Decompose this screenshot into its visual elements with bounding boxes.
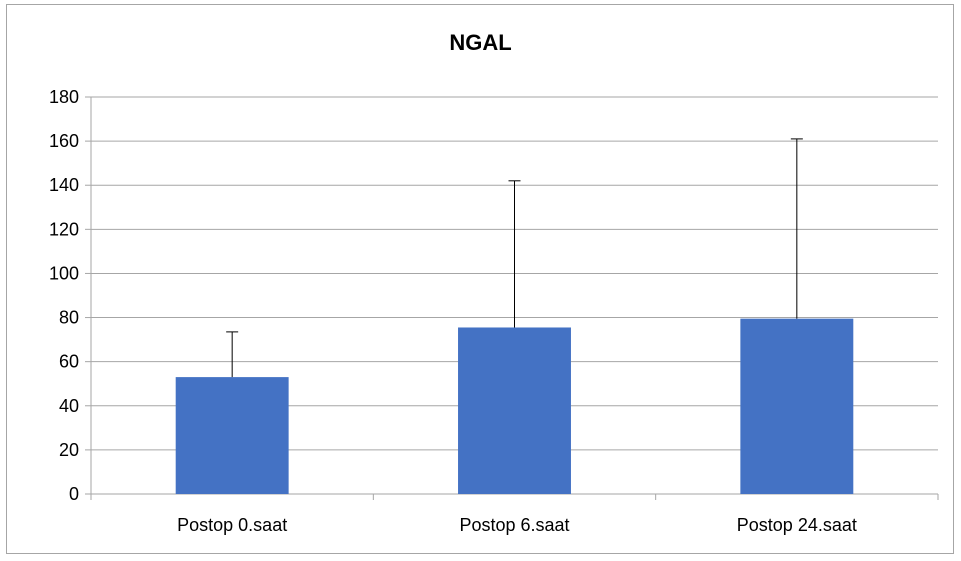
y-tick-label: 160 xyxy=(49,131,79,151)
chart-title: NGAL xyxy=(449,30,512,55)
bar xyxy=(175,377,289,494)
bar xyxy=(458,327,571,494)
x-tick-label: Postop 6.saat xyxy=(459,515,569,535)
x-tick-label: Postop 24.saat xyxy=(737,515,857,535)
x-tick-label: Postop 0.saat xyxy=(177,515,287,535)
y-tick-label: 0 xyxy=(69,484,79,504)
y-tick-label: 20 xyxy=(59,440,79,460)
y-tick-label: 80 xyxy=(59,308,79,328)
y-tick-label: 40 xyxy=(59,396,79,416)
y-tick-label: 120 xyxy=(49,219,79,239)
bar xyxy=(740,318,854,494)
y-tick-label: 140 xyxy=(49,175,79,195)
y-tick-label: 100 xyxy=(49,263,79,283)
y-tick-label: 60 xyxy=(59,352,79,372)
y-tick-label: 180 xyxy=(49,87,79,107)
